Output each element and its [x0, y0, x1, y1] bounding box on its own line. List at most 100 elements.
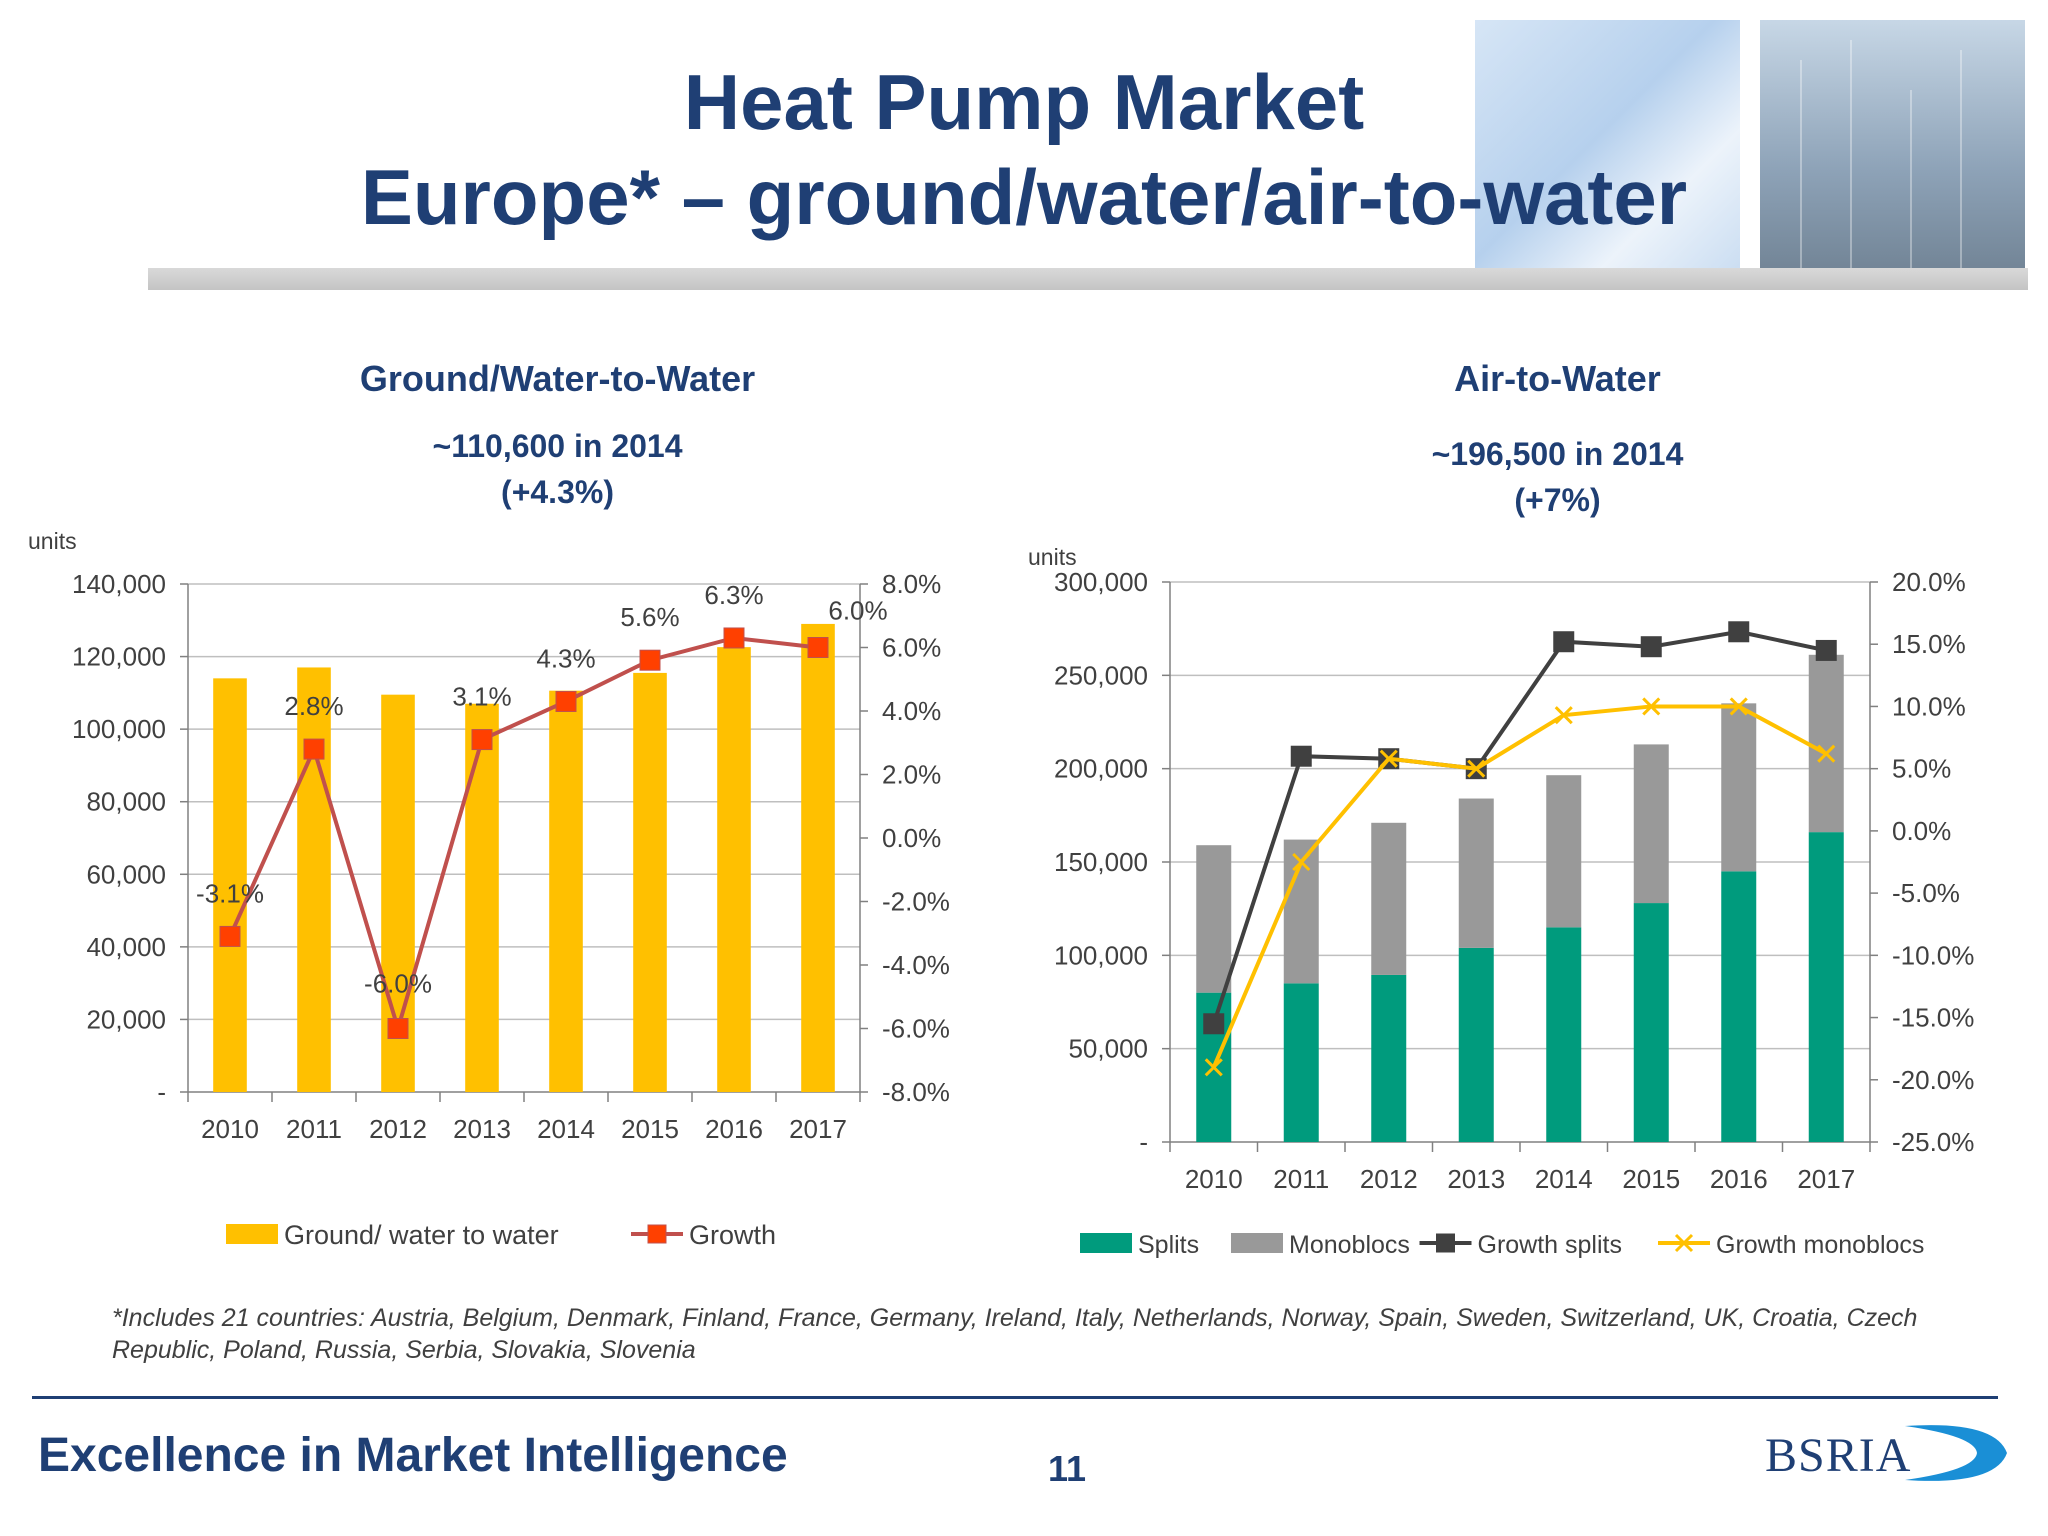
y2-tick-label: 4.0% [882, 696, 941, 726]
legend-swatch-monoblocs [1231, 1233, 1283, 1253]
y-tick-label: 150,000 [1054, 847, 1148, 877]
y2-tick-label: 15.0% [1892, 629, 1966, 659]
bar-monoblocs [1371, 822, 1407, 975]
y2-tick-label: -20.0% [1892, 1065, 1974, 1095]
bar-splits [1371, 974, 1407, 1142]
point-growth-splits [1815, 639, 1837, 661]
y-axis-title: units [28, 528, 77, 554]
page-number: 11 [1048, 1448, 1087, 1489]
data-label: 6.3% [704, 580, 763, 610]
bar-ground-water-to-water [633, 672, 667, 1092]
bar-monoblocs [1458, 798, 1494, 948]
x-tick-label: 2014 [537, 1114, 595, 1144]
header-sky-image [1475, 20, 1740, 290]
bar-monoblocs [1546, 775, 1582, 928]
point-growth [555, 690, 577, 712]
bsria-logo: BSRIA [1755, 1418, 2010, 1488]
y-tick-label: - [1139, 1127, 1148, 1157]
legend-label: Growth splits [1478, 1231, 1622, 1259]
line-growth-monoblocs [1211, 704, 1828, 1069]
y-tick-label: 100,000 [72, 714, 166, 744]
bar-ground-water-to-water [213, 678, 247, 1092]
legend-label: Monoblocs [1289, 1231, 1410, 1259]
y2-tick-label: -15.0% [1892, 1003, 1974, 1033]
bar-splits [1458, 947, 1494, 1142]
legend-marker-growth-monoblocs [1674, 1233, 1694, 1253]
y-tick-label: 200,000 [1054, 754, 1148, 784]
point-growth-splits [1203, 1013, 1225, 1035]
bar-splits [1721, 871, 1757, 1142]
header-divider-bar [148, 268, 2028, 290]
point-growth-splits [1553, 631, 1575, 653]
left-chart-summary-growth: (+4.3%) [501, 474, 614, 510]
legend-swatch-ground-water-to-water [226, 1224, 278, 1244]
y-tick-label: - [157, 1077, 166, 1107]
point-growth [219, 925, 241, 947]
line-growth-splits [1211, 629, 1827, 1025]
point-growth [639, 649, 661, 671]
legend-label: Ground/ water to water [284, 1220, 559, 1250]
y2-tick-label: 8.0% [882, 569, 941, 599]
x-tick-label: 2011 [286, 1114, 342, 1144]
point-growth [723, 627, 745, 649]
legend-label: Growth [689, 1220, 776, 1250]
x-tick-label: 2015 [1622, 1164, 1680, 1194]
y-tick-label: 40,000 [86, 932, 166, 962]
bar-ground-water-to-water [297, 667, 331, 1092]
x-tick-label: 2010 [1185, 1164, 1243, 1194]
data-label: 2.8% [284, 691, 343, 721]
bar-monoblocs [1808, 654, 1844, 833]
y-tick-label: 300,000 [1054, 567, 1148, 597]
legend-marker-growth [647, 1224, 667, 1244]
x-tick-label: 2017 [789, 1114, 847, 1144]
legend-swatch-splits [1080, 1233, 1132, 1253]
bar-ground-water-to-water [549, 690, 583, 1092]
bar-monoblocs [1633, 744, 1669, 904]
bar-splits [1546, 927, 1582, 1142]
point-growth [387, 1018, 409, 1039]
header-skyscraper-image [1760, 20, 2025, 290]
y2-tick-label: 0.0% [882, 823, 941, 853]
y-tick-label: 60,000 [86, 859, 166, 889]
y2-tick-label: -8.0% [882, 1077, 950, 1107]
footer-divider [32, 1396, 1998, 1399]
point-growth [807, 637, 829, 658]
air-to-water-chart: - 50,000 100,000 150,000 200,000 250,000 300,0… [1028, 544, 1974, 1259]
y-axis-title: units [1028, 544, 1077, 570]
logo-text: BSRIA [1765, 1429, 1912, 1482]
x-tick-label: 2013 [453, 1114, 511, 1144]
legend-label: Splits [1138, 1231, 1199, 1259]
legend-marker-growth-splits [1436, 1233, 1455, 1253]
slide-title-line1: Heat Pump Market [683, 58, 1365, 146]
point-growth-monoblocs [1467, 759, 1486, 778]
bar-ground-water-to-water [801, 623, 835, 1092]
x-tick-label: 2016 [1710, 1164, 1768, 1194]
point-growth-monoblocs [1204, 1058, 1223, 1077]
point-growth-monoblocs [1292, 852, 1311, 872]
bar-splits [1808, 832, 1844, 1142]
bar-splits [1283, 983, 1319, 1142]
y2-tick-label: 6.0% [882, 633, 941, 663]
y-tick-label: 140,000 [72, 569, 166, 599]
line-growth [228, 635, 819, 1036]
y2-tick-label: 2.0% [882, 760, 941, 790]
y-tick-label: 250,000 [1054, 660, 1148, 690]
y2-tick-label: -10.0% [1892, 940, 1974, 970]
x-tick-label: 2017 [1797, 1164, 1855, 1194]
y2-tick-label: -6.0% [882, 1014, 950, 1044]
logo-swoosh-icon [1905, 1425, 2007, 1481]
y-tick-label: 80,000 [86, 787, 166, 817]
left-chart-summary-value: ~110,600 in 2014 [432, 428, 683, 464]
countries-footnote: *Includes 21 countries: Austria, Belgium… [112, 1304, 1918, 1364]
y2-tick-label: 10.0% [1892, 691, 1966, 721]
y-tick-label: 20,000 [86, 1004, 166, 1034]
point-growth-monoblocs [1554, 706, 1573, 725]
data-label: 3.1% [452, 682, 511, 712]
data-label: 5.6% [620, 602, 679, 632]
right-chart-summary-value: ~196,500 in 2014 [1431, 436, 1684, 472]
x-tick-label: 2011 [1273, 1164, 1329, 1194]
point-growth [471, 729, 493, 751]
x-tick-label: 2016 [705, 1114, 763, 1144]
legend-label: Growth monoblocs [1716, 1231, 1924, 1259]
point-growth-splits [1728, 621, 1750, 643]
